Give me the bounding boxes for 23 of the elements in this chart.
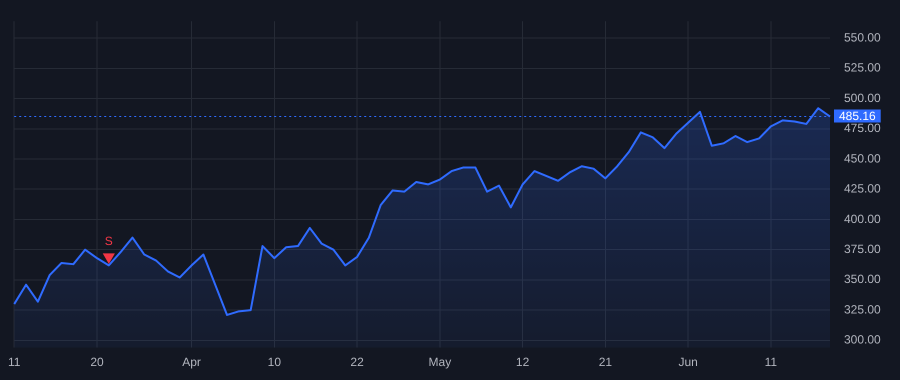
x-tick-label: 21	[598, 355, 612, 370]
x-tick-label: 20	[90, 355, 104, 370]
y-tick-label: 300.00	[844, 332, 882, 347]
y-tick-label: 450.00	[844, 151, 882, 166]
y-tick-label: 350.00	[844, 272, 882, 286]
y-tick-label: 525.00	[844, 60, 882, 75]
y-tick-label: 500.00	[844, 90, 882, 105]
x-tick-label: May	[428, 355, 452, 370]
y-tick-label: 425.00	[844, 182, 882, 196]
x-tick-label: Jun	[678, 355, 698, 370]
y-tick-label: 475.00	[844, 121, 882, 136]
x-tick-label: Apr	[182, 355, 201, 370]
y-tick-label: 550.00	[844, 30, 882, 44]
x-tick-label: 11	[764, 355, 778, 370]
series-label: S	[104, 234, 113, 248]
y-tick-label: 375.00	[844, 242, 882, 256]
x-tick-label: 11	[8, 355, 21, 370]
y-tick-label: 400.00	[844, 212, 882, 226]
x-tick-label: 10	[268, 355, 282, 370]
ref-line-label: 485.16	[839, 108, 876, 123]
x-tick-label: 22	[350, 355, 364, 370]
x-tick-label: 12	[516, 355, 530, 370]
y-tick-label: 325.00	[844, 302, 882, 316]
